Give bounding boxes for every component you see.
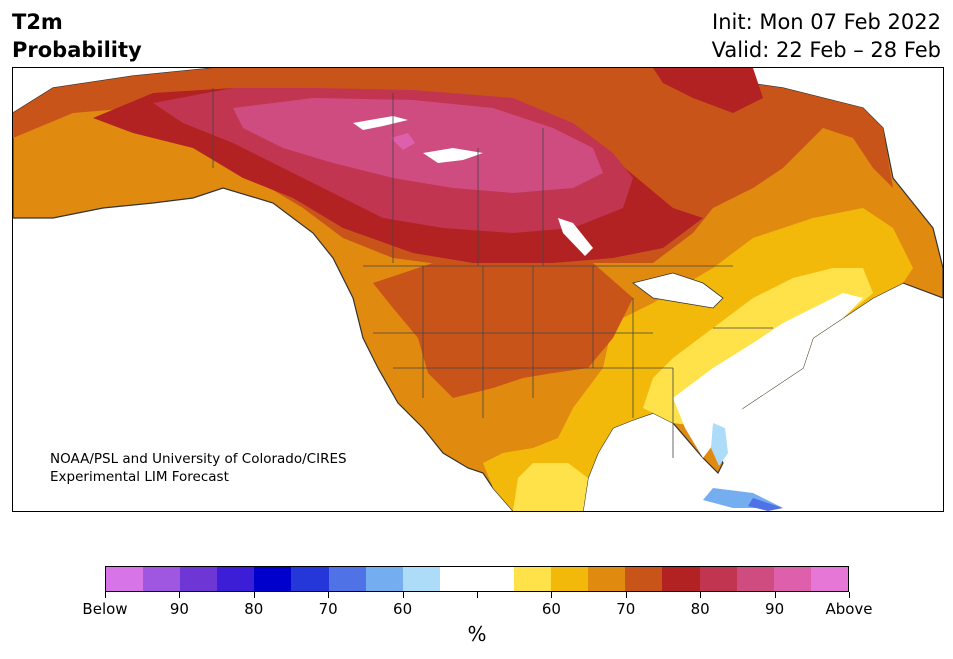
colorbar-segment	[291, 567, 329, 591]
colorbar-tick-label: 60	[393, 600, 413, 618]
light-yellow-texas	[513, 463, 588, 511]
colorbar-tick	[551, 592, 553, 598]
colorbar-tick-label: 60	[541, 600, 561, 618]
colorbar-tick-label: Above	[825, 600, 873, 618]
colorbar-tick	[849, 592, 850, 598]
great-lakes	[632, 272, 724, 309]
map-title: T2m Probability	[12, 8, 142, 64]
credit-line-1: NOAA/PSL and University of Colorado/CIRE…	[50, 451, 347, 467]
colorbar-tick-label: 70	[616, 600, 636, 618]
colorbar-segment	[328, 567, 366, 591]
near-normal-east	[673, 293, 863, 458]
colorbar-segment	[810, 567, 848, 591]
pink-region	[233, 98, 603, 193]
colorbar-tick	[625, 592, 627, 598]
colorbar-segment	[217, 567, 255, 591]
colorbar-tick	[105, 592, 106, 598]
lake-winnipeg	[558, 218, 593, 256]
colorbar-segment	[551, 567, 589, 591]
colorbar-tick	[700, 592, 702, 598]
dark-orange-region	[373, 258, 633, 398]
colorbar-tick	[477, 592, 478, 598]
variable-label: T2m	[12, 10, 63, 34]
product-label: Probability	[12, 38, 142, 62]
colorbar-tick-label: Below	[82, 600, 128, 618]
colorbar-segment	[439, 567, 477, 591]
colorbar-segment	[514, 567, 552, 591]
colorbar-segment	[365, 567, 403, 591]
political-boundaries	[212, 88, 773, 458]
hudson-lakes	[353, 116, 408, 130]
red-region-greenland	[653, 68, 763, 113]
map-canvas	[13, 68, 943, 511]
valid-date: Valid: 22 Feb – 28 Feb	[711, 38, 941, 62]
credit-line-2: Experimental LIM Forecast	[50, 469, 229, 485]
pink-core	[391, 133, 415, 150]
colorbar-segment	[143, 567, 181, 591]
great-slave-lake	[423, 148, 483, 163]
colorbar-segment	[476, 567, 515, 591]
colorbar-segment	[588, 567, 626, 591]
colorbar-tick-label: 90	[765, 600, 785, 618]
below-normal-cuba-dark	[748, 498, 783, 511]
forecast-map: NOAA/PSL and University of Colorado/CIRE…	[12, 67, 944, 512]
below-normal-florida	[711, 423, 728, 466]
colorbar	[105, 566, 849, 592]
colorbar-segment	[180, 567, 218, 591]
colorbar-segment	[662, 567, 700, 591]
map-credit: NOAA/PSL and University of Colorado/CIRE…	[50, 450, 347, 486]
colorbar-segment	[625, 567, 663, 591]
colorbar-tick	[179, 592, 181, 598]
colorbar-segment	[699, 567, 737, 591]
colorbar-segment	[736, 567, 774, 591]
colorbar-segment	[254, 567, 292, 591]
colorbar-tick-label: 80	[244, 600, 264, 618]
colorbar-segment	[402, 567, 440, 591]
init-date: Init: Mon 07 Feb 2022	[712, 10, 941, 34]
colorbar-tick-label: 70	[318, 600, 338, 618]
colorbar-tick-label: 90	[169, 600, 189, 618]
colorbar-tick-label: 80	[690, 600, 710, 618]
date-info: Init: Mon 07 Feb 2022 Valid: 22 Feb – 28…	[712, 8, 941, 64]
colorbar-tick	[328, 592, 330, 598]
colorbar-segment	[106, 567, 144, 591]
colorbar-tick	[253, 592, 255, 598]
colorbar-segment	[773, 567, 811, 591]
colorbar-tick	[402, 592, 404, 598]
colorbar-tick	[774, 592, 776, 598]
colorbar-unit: %	[467, 622, 487, 646]
